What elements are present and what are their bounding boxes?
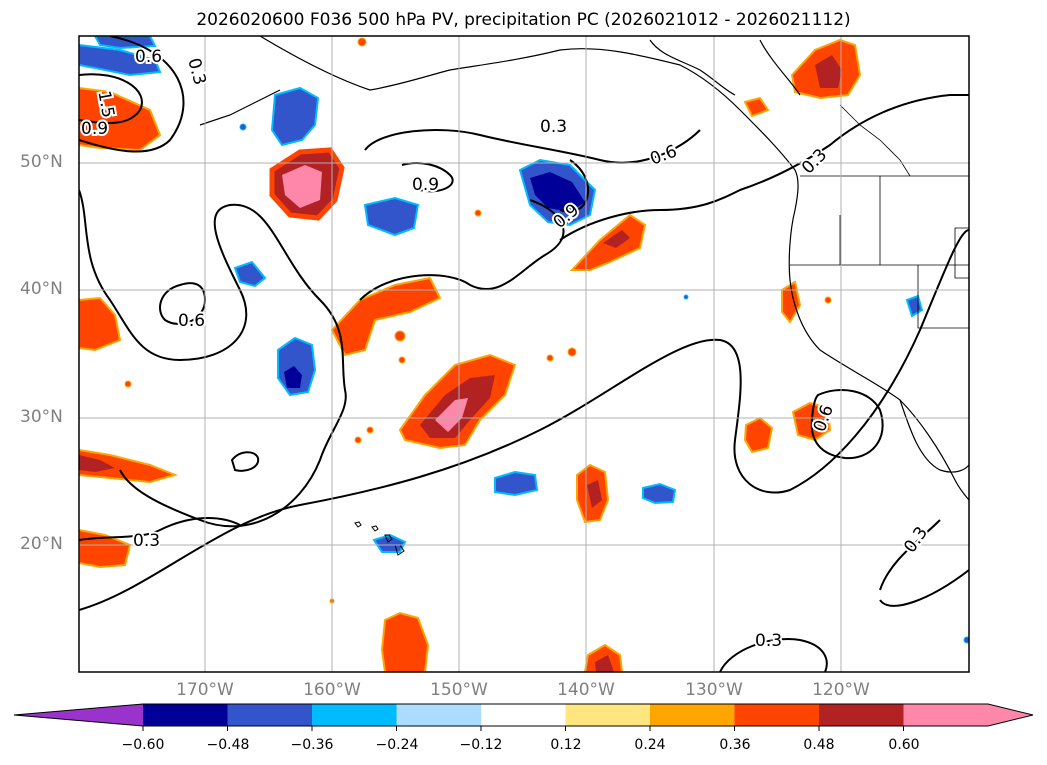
precip-negative-shading xyxy=(79,36,969,644)
colorbar-extend-min xyxy=(14,704,143,726)
colorbar-tick-label: 0.12 xyxy=(550,737,582,753)
colorbar-bin xyxy=(396,704,482,726)
colorbar-bin xyxy=(312,704,397,726)
map-frame xyxy=(78,35,970,673)
contour-label: 0.6 xyxy=(178,311,205,331)
colorbar-bin xyxy=(819,704,904,726)
lon-label: 140°W xyxy=(557,680,615,700)
lat-label: 20°N xyxy=(20,534,63,554)
contour-label: 0.3 xyxy=(755,631,782,651)
colorbar-tick-label: −0.12 xyxy=(459,737,503,753)
coastlines xyxy=(199,36,969,501)
pv-contours xyxy=(79,36,969,672)
colorbar-bin xyxy=(903,704,989,726)
colorbar xyxy=(13,703,1034,731)
colorbar-tick-label: 0.48 xyxy=(803,737,835,753)
colorbar-tick-label: 0.60 xyxy=(888,737,920,753)
lon-label: 130°W xyxy=(685,680,743,700)
contour-label: 0.3 xyxy=(540,117,567,137)
lon-label: 150°W xyxy=(430,680,488,700)
colorbar-tick-label: −0.36 xyxy=(290,737,334,753)
borders xyxy=(790,104,969,329)
colorbar-tick-label: −0.48 xyxy=(206,737,250,753)
lat-label: 30°N xyxy=(20,407,63,427)
lat-label: 50°N xyxy=(20,152,63,172)
colorbar-tick-label: 0.36 xyxy=(719,737,751,753)
colorbar-bin xyxy=(143,704,228,726)
colorbar-extend-max xyxy=(988,704,1033,726)
lon-label: 120°W xyxy=(812,680,870,700)
contour-label: 0.9 xyxy=(412,175,439,195)
map-title: 2026020600 F036 500 hPa PV, precipitatio… xyxy=(196,10,851,30)
graticule xyxy=(79,36,969,672)
colorbar-bin xyxy=(481,704,566,726)
lat-label: 40°N xyxy=(20,279,63,299)
colorbar-bin xyxy=(565,704,651,726)
lon-label: 160°W xyxy=(303,680,361,700)
contour-label: 0.9 xyxy=(81,119,108,139)
colorbar-bin xyxy=(650,704,735,726)
colorbar-tick-label: −0.60 xyxy=(121,737,165,753)
precip-positive-shading xyxy=(79,37,862,672)
colorbar-tick-label: −0.24 xyxy=(375,737,419,753)
colorbar-bin xyxy=(227,704,313,726)
contour-label: 0.3 xyxy=(133,531,160,551)
lon-label: 170°W xyxy=(176,680,234,700)
colorbar-tick-label: 0.24 xyxy=(634,737,666,753)
plot-area xyxy=(79,36,969,672)
contour-label: 0.6 xyxy=(135,47,162,67)
colorbar-bin xyxy=(734,704,820,726)
